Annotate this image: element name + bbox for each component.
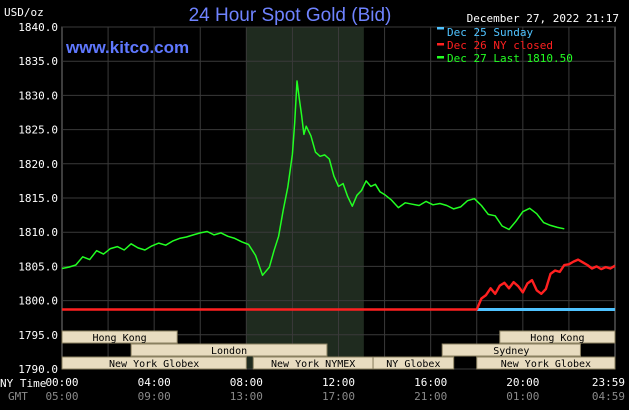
x-tick-label-ny: 08:00 xyxy=(230,376,263,389)
y-tick-label: 1800.0 xyxy=(18,295,58,308)
y-tick-label: 1825.0 xyxy=(18,124,58,137)
x-tick-label-gmt: 21:00 xyxy=(414,390,447,403)
x-tick-label-gmt: 05:00 xyxy=(45,390,78,403)
x-tick-label-ny: 12:00 xyxy=(322,376,355,389)
x-tick-label-gmt: 17:00 xyxy=(322,390,355,403)
market-bar xyxy=(61,356,247,370)
market-label: London xyxy=(211,346,247,357)
market-bar xyxy=(441,343,581,357)
market-label: Hong Kong xyxy=(530,333,584,344)
x-tick-label-ny: 20:00 xyxy=(506,376,539,389)
legend-swatch xyxy=(437,56,444,59)
y-tick-labels: 1840.0 1835.0 1830.0 1825.0 1820.0 1815.0 1810… xyxy=(18,21,58,376)
x-tick-label-ny: 04:00 xyxy=(138,376,171,389)
legend-item-dec25: Dec 25 Sunday xyxy=(447,26,533,39)
x-tick-labels: 00:00 04:00 08:00 12:00 16:00 20:00 23:59 05:00… xyxy=(45,376,625,403)
x-tick-label-gmt: 13:00 xyxy=(230,390,263,403)
market-label: New York Globex xyxy=(109,359,199,370)
market-label: New York Globex xyxy=(501,359,591,370)
ny-time-label: NY Time xyxy=(0,377,46,390)
market-session-bars: Hong Kong London New York Globex New York N… xyxy=(61,330,616,370)
site-link[interactable]: www.kitco.com xyxy=(65,38,189,57)
x-tick-label-gmt: 09:00 xyxy=(138,390,171,403)
market-bar xyxy=(61,330,178,344)
market-label: Sydney xyxy=(493,346,529,357)
market-bar xyxy=(372,356,455,370)
x-tick-label-ny: 00:00 xyxy=(45,376,78,389)
x-tick-label-gmt: 04:59 xyxy=(592,390,625,403)
y-tick-label: 1830.0 xyxy=(18,89,58,102)
y-tick-label: 1835.0 xyxy=(18,55,58,68)
series-lines xyxy=(61,80,616,311)
legend-item-dec26: Dec 26 NY closed xyxy=(447,39,553,52)
market-bar xyxy=(130,343,328,357)
legend-swatch xyxy=(437,43,444,46)
market-label: New York NYMEX xyxy=(271,359,355,370)
y-tick-label: 1790.0 xyxy=(18,363,58,376)
market-label: NY Globex xyxy=(386,359,440,370)
legend-item-dec27: Dec 27 Last 1810.50 xyxy=(447,52,573,65)
x-tick-label-ny: 16:00 xyxy=(414,376,447,389)
gmt-label: GMT xyxy=(8,390,28,403)
timestamp: December 27, 2022 21:17 xyxy=(467,12,619,25)
series-line xyxy=(61,80,565,277)
y-tick-label: 1805.0 xyxy=(18,260,58,273)
y-unit-label: USD/oz xyxy=(4,6,44,19)
y-tick-label: 1795.0 xyxy=(18,329,58,342)
chart-title: 24 Hour Spot Gold (Bid) xyxy=(189,5,392,26)
y-tick-label: 1815.0 xyxy=(18,192,58,205)
x-tick-label-gmt: 01:00 xyxy=(506,390,539,403)
market-bar xyxy=(499,330,616,344)
x-tick-label-ny: 23:59 xyxy=(592,376,625,389)
y-tick-label: 1840.0 xyxy=(18,21,58,34)
y-tick-label: 1820.0 xyxy=(18,158,58,171)
legend: Dec 25 Sunday Dec 26 NY closed Dec 27 La… xyxy=(437,26,573,65)
market-label: Hong Kong xyxy=(93,333,147,344)
series-line xyxy=(62,258,616,311)
legend-swatch xyxy=(437,27,444,30)
y-tick-label: 1810.0 xyxy=(18,226,58,239)
market-bar xyxy=(476,356,616,370)
